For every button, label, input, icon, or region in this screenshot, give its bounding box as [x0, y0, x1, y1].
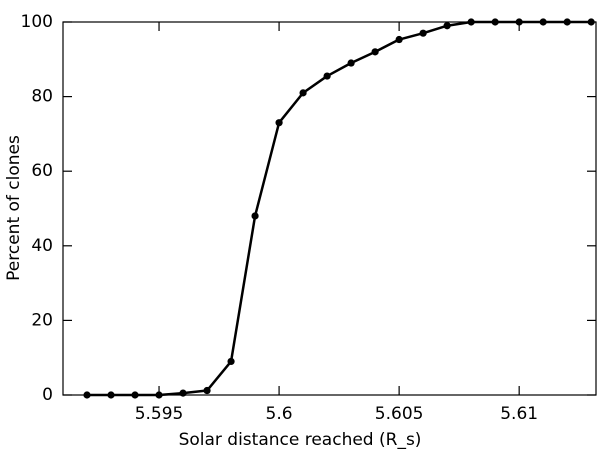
data-point: [131, 391, 139, 399]
data-line: [87, 20, 592, 397]
data-point: [107, 391, 115, 399]
y-tick-label: 80: [31, 87, 53, 107]
data-point: [155, 391, 163, 399]
y-tick-label: 40: [31, 236, 53, 256]
y-tick-label: 100: [21, 12, 53, 32]
plot-frame: [62, 21, 597, 396]
data-point: [251, 212, 259, 220]
data-point: [203, 386, 211, 395]
data-point: [563, 18, 571, 26]
data-point: [371, 48, 379, 56]
data-point: [491, 18, 499, 26]
data-point: [299, 89, 307, 97]
x-axis-label: Solar distance reached (R_s): [179, 430, 422, 450]
data-point: [515, 18, 523, 26]
x-tick-label: 5.61: [500, 404, 538, 424]
data-point: [83, 391, 91, 399]
data-point: [347, 59, 355, 67]
x-tick-label: 5.6: [266, 404, 293, 424]
y-tick-label: 60: [31, 161, 53, 181]
data-point: [467, 18, 475, 26]
x-tick-label: 5.605: [375, 404, 424, 424]
data-point: [395, 35, 403, 44]
y-axis-label: Percent of clones: [4, 135, 24, 281]
data-point: [587, 18, 595, 26]
y-tick-label: 0: [42, 385, 53, 405]
data-point: [443, 22, 451, 30]
x-tick-label: 5.595: [135, 404, 184, 424]
data-point: [323, 72, 331, 80]
data-point: [419, 29, 427, 37]
y-tick-label: 20: [31, 310, 53, 330]
data-point: [539, 18, 547, 26]
data-point: [275, 119, 283, 127]
data-point: [227, 357, 235, 366]
data-point: [179, 389, 187, 397]
